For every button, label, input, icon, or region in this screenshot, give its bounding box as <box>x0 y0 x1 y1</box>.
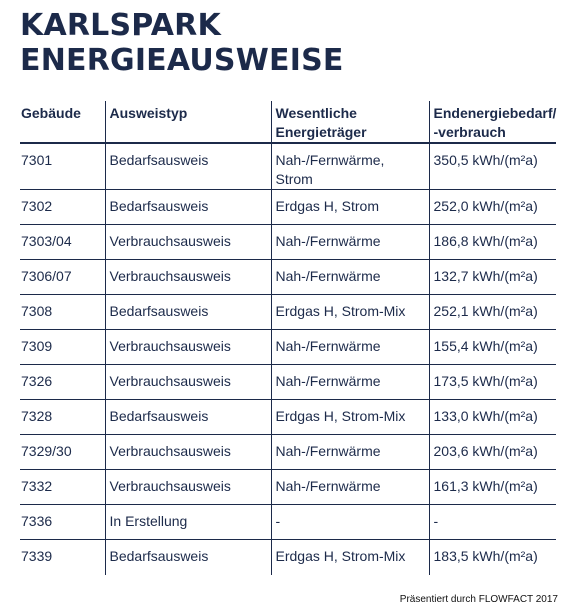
table-row: 7309 Verbrauchsausweis Nah-/Fernwärme 15… <box>20 329 556 365</box>
cell-energy-demand: 173,5 kWh/(m²a) <box>428 364 556 400</box>
page-title-line-2: ENERGIEAUSWEISE <box>20 43 344 78</box>
cell-energy-carrier: - <box>270 504 429 540</box>
cell-energy-demand: 132,7 kWh/(m²a) <box>428 259 556 295</box>
cell-type: In Erstellung <box>104 504 271 540</box>
cell-energy-carrier: Nah-/Fernwärme <box>270 259 429 295</box>
cell-building: 7339 <box>21 548 53 564</box>
cell-type: Bedarfsausweis <box>104 143 271 190</box>
cell-energy-demand: 183,5 kWh/(m²a) <box>428 539 556 575</box>
cell-energy-demand: - <box>428 504 556 540</box>
cell-type: Bedarfsausweis <box>104 189 271 225</box>
cell-energy-carrier: Erdgas H, Strom-Mix <box>270 294 429 330</box>
cell-type: Verbrauchsausweis <box>104 259 271 295</box>
cell-type: Verbrauchsausweis <box>104 434 271 470</box>
cell-energy-carrier: Nah-/Fernwärme <box>270 364 429 400</box>
page-title-line-1: KARLSPARK <box>20 8 221 43</box>
energy-certificates-table: Gebäude Ausweistyp Wesentliche Energieträ… <box>20 101 556 575</box>
cell-building: 7326 <box>20 364 105 400</box>
column-header-energy-demand: Endenergiebedarf/ -verbrauch <box>428 101 557 144</box>
cell-energy-carrier-line-1: Nah-/Fernwärme, <box>275 152 385 168</box>
column-header-energy-carrier-line-1: Wesentliche <box>275 105 357 121</box>
cell-type: Verbrauchsausweis <box>104 469 271 505</box>
table-row: 7326 Verbrauchsausweis Nah-/Fernwärme 17… <box>20 364 556 400</box>
column-header-building-label: Gebäude <box>21 105 81 121</box>
cell-type: Verbrauchsausweis <box>104 329 271 365</box>
cell-energy-carrier: Nah-/Fernwärme <box>270 434 429 470</box>
cell-energy-demand: 133,0 kWh/(m²a) <box>428 399 556 435</box>
cell-building: 7336 <box>20 504 105 540</box>
cell-energy-carrier: Nah-/Fernwärme <box>270 329 429 365</box>
cell-energy-demand: 161,3 kWh/(m²a) <box>428 469 556 505</box>
page-title: KARLSPARK ENERGIEAUSWEISE <box>20 8 344 78</box>
cell-energy-carrier: Nah-/Fernwärme, Strom <box>270 143 429 190</box>
table-row: 7303/04 Verbrauchsausweis Nah-/Fernwärme… <box>20 224 556 260</box>
cell-building: 7308 <box>20 294 105 330</box>
cell-building: 7303/04 <box>20 224 105 260</box>
cell-energy-demand: 203,6 kWh/(m²a) <box>428 434 556 470</box>
cell-building: 7306/07 <box>20 259 105 295</box>
cell-energy-carrier-line-2: Strom <box>275 171 313 187</box>
cell-energy-demand: 350,5 kWh/(m²a) <box>428 143 556 190</box>
column-header-type: Ausweistyp <box>104 101 271 144</box>
cell-energy-carrier: Erdgas H, Strom <box>270 189 429 225</box>
table-row: 7329/30 Verbrauchsausweis Nah-/Fernwärme… <box>20 434 556 470</box>
cell-energy-carrier: Erdgas H, Strom-Mix <box>270 399 429 435</box>
cell-type: Bedarfsausweis <box>104 294 271 330</box>
cell-building: 7301 <box>20 143 105 190</box>
cell-energy-demand: 252,1 kWh/(m²a) <box>428 294 556 330</box>
table-row: 7339 Bedarfsausweis Erdgas H, Strom-Mix … <box>20 539 556 575</box>
table-row: 7332 Verbrauchsausweis Nah-/Fernwärme 16… <box>20 469 556 505</box>
cell-energy-demand: 155,4 kWh/(m²a) <box>428 329 556 365</box>
table-row: 7328 Bedarfsausweis Erdgas H, Strom-Mix … <box>20 399 556 435</box>
cell-building: 7332 <box>20 469 105 505</box>
cell-type: Bedarfsausweis <box>104 539 271 575</box>
cell-energy-carrier: Nah-/Fernwärme <box>270 224 429 260</box>
cell-type: Verbrauchsausweis <box>104 224 271 260</box>
cell-energy-demand: 252,0 kWh/(m²a) <box>428 189 556 225</box>
footer-credit: Präsentiert durch FLOWFACT 2017 <box>399 594 558 605</box>
cell-building: 7329/30 <box>20 434 105 470</box>
cell-building: 7328 <box>20 399 105 435</box>
table-header-row: Gebäude Ausweistyp Wesentliche Energieträ… <box>20 101 557 144</box>
cell-energy-carrier: Nah-/Fernwärme <box>270 469 429 505</box>
table-row: 7336 In Erstellung - - <box>20 504 556 540</box>
cell-energy-demand: 186,8 kWh/(m²a) <box>428 224 556 260</box>
column-header-energy-carrier: Wesentliche Energieträger <box>270 101 429 144</box>
table-row: 7308 Bedarfsausweis Erdgas H, Strom-Mix … <box>20 294 556 330</box>
cell-building: 7302 <box>20 189 105 225</box>
column-header-energy-demand-line-2: -verbrauch <box>433 124 506 140</box>
cell-type: Bedarfsausweis <box>104 399 271 435</box>
table-row: 7306/07 Verbrauchsausweis Nah-/Fernwärme… <box>20 259 556 295</box>
table-row: 7302 Bedarfsausweis Erdgas H, Strom 252,… <box>20 189 556 225</box>
column-header-energy-demand-line-1: Endenergiebedarf/ <box>433 105 557 121</box>
cell-type: Verbrauchsausweis <box>104 364 271 400</box>
cell-energy-carrier: Erdgas H, Strom-Mix <box>270 539 429 575</box>
cell-building: 7309 <box>20 329 105 365</box>
column-header-building: Gebäude <box>20 101 105 144</box>
column-header-type-label: Ausweistyp <box>109 105 188 121</box>
table-row: 7301 Bedarfsausweis Nah-/Fernwärme, Strom… <box>20 143 556 190</box>
column-header-energy-carrier-line-2: Energieträger <box>275 124 367 140</box>
